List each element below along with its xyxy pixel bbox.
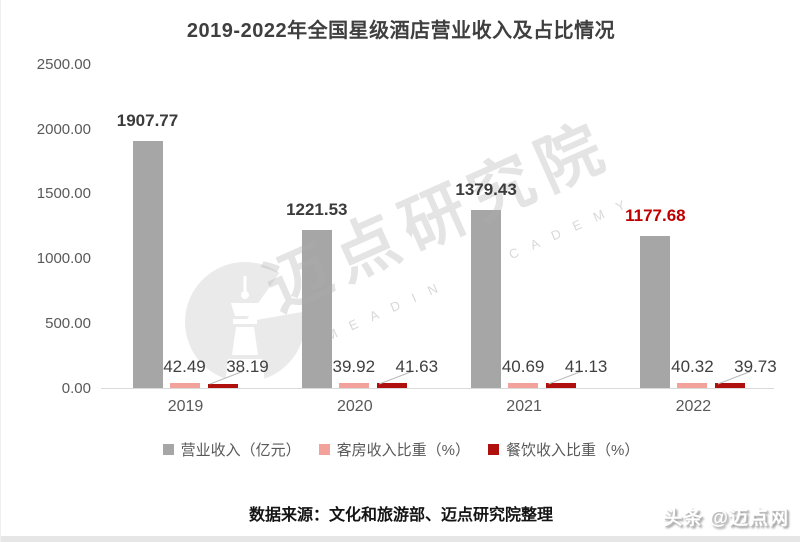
- category-label: 2022: [675, 398, 712, 415]
- y-axis-tick-label: 500.00: [45, 314, 91, 332]
- logo-notch: [245, 272, 305, 322]
- legend-swatch: [162, 444, 174, 455]
- bar-fb-share: [207, 383, 238, 389]
- watermark-text-en: MEADIN ACADEMY: [323, 191, 641, 344]
- bar-room-share: [338, 383, 369, 389]
- value-label-fb-share: 41.63: [395, 357, 439, 376]
- value-label-revenue: 1379.43: [455, 179, 517, 199]
- toutiao-badge: 头条 @迈点网: [663, 508, 789, 529]
- bar-fb-share: [715, 383, 746, 389]
- bar-revenue: [301, 230, 332, 389]
- y-axis-tick-label: 2000.00: [36, 120, 91, 138]
- bar-fb-share: [546, 383, 577, 389]
- category-label: 2020: [337, 398, 373, 415]
- value-label-room-share: 40.32: [671, 357, 714, 376]
- y-axis-tick-label: 2500.00: [36, 55, 91, 73]
- x-axis-line: [101, 388, 774, 389]
- bar-room-share: [169, 382, 200, 389]
- legend-swatch: [488, 444, 499, 455]
- category-label: 2019: [167, 398, 204, 415]
- value-label-room-share: 42.49: [163, 357, 206, 376]
- value-label-revenue: 1221.53: [286, 200, 348, 220]
- bar-room-share: [677, 383, 708, 389]
- value-label-fb-share: 41.13: [564, 357, 608, 376]
- legend-item: 餐饮收入比重（%）: [488, 439, 639, 460]
- legend-item: 营业收入（亿元）: [162, 439, 301, 460]
- category-label: 2021: [506, 398, 542, 415]
- page-title: 2019-2022年全国星级酒店营业收入及占比情况: [186, 20, 616, 42]
- bottom-strip: [1, 536, 800, 542]
- value-label-room-share: 40.69: [501, 357, 545, 376]
- bar-room-share: [508, 383, 539, 389]
- watermark-logo: [185, 262, 305, 391]
- legend: 营业收入（亿元） 客房收入比重（%） 餐饮收入比重（%）: [1, 439, 800, 460]
- legend-label: 餐饮收入比重（%）: [506, 442, 640, 459]
- legend-label: 营业收入（亿元）: [180, 442, 301, 459]
- bar-revenue: [640, 236, 671, 389]
- value-label-revenue: 1177.68: [625, 206, 686, 225]
- bar-revenue: [471, 209, 502, 389]
- source-note: 数据来源：文化和旅游部、迈点研究院整理: [248, 507, 553, 524]
- y-axis-tick-label: 1500.00: [36, 185, 91, 203]
- value-label-fb-share: 39.73: [734, 357, 777, 376]
- y-axis-tick-label: 0.00: [61, 379, 91, 397]
- value-label-fb-share: 38.19: [226, 357, 269, 376]
- bar-fb-share: [376, 383, 407, 389]
- legend-item: 客房收入比重（%）: [318, 439, 470, 460]
- legend-label: 客房收入比重（%）: [336, 442, 470, 459]
- legend-swatch: [318, 444, 330, 455]
- value-label-room-share: 39.92: [332, 357, 376, 376]
- bar-revenue: [132, 141, 163, 389]
- y-axis-tick-label: 1000.00: [36, 250, 91, 268]
- value-label-revenue: 1907.77: [116, 111, 179, 131]
